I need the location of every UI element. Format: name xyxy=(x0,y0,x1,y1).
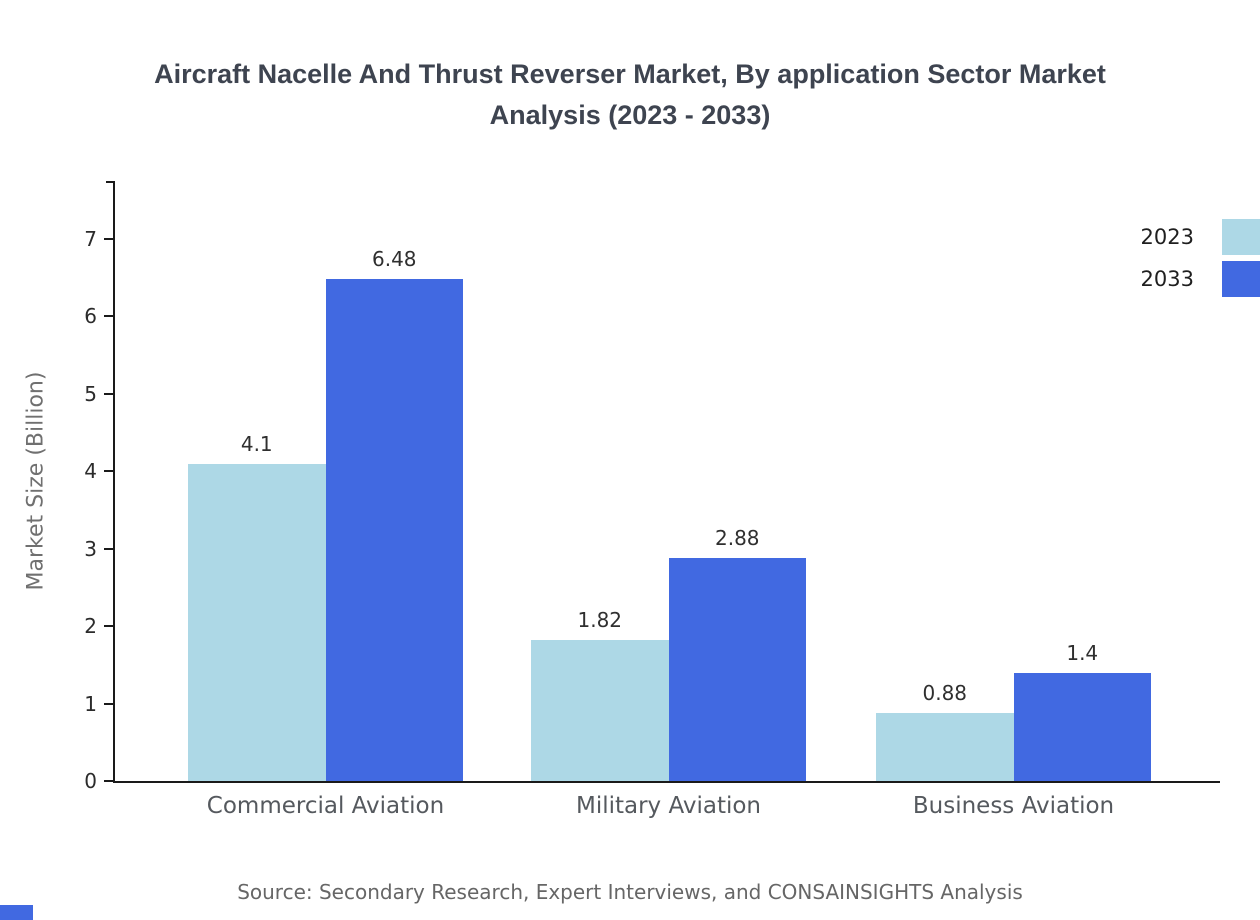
bar-2033 xyxy=(1013,673,1151,781)
source-note: Source: Secondary Research, Expert Inter… xyxy=(237,880,1023,904)
y-tick-label: 0 xyxy=(84,769,97,793)
y-tick-label: 4 xyxy=(84,459,97,484)
bar-value-label: 6.48 xyxy=(371,247,417,271)
bar-value-label: 1.4 xyxy=(1066,641,1099,665)
brand-mark xyxy=(0,905,33,920)
y-tick-mark xyxy=(104,315,113,318)
bar-value-label: 1.82 xyxy=(577,608,623,632)
y-tick-mark xyxy=(104,547,113,550)
bar-group: 0.88 1.4 Business Aviation xyxy=(876,181,1151,819)
legend-label: 2023 xyxy=(1140,225,1194,249)
y-tick-label: 2 xyxy=(84,614,97,639)
bar-2023 xyxy=(876,713,1014,781)
y-tick-mark xyxy=(104,780,113,782)
y-tick-label: 6 xyxy=(84,304,97,329)
legend-label: 2033 xyxy=(1140,267,1194,291)
bar-slot: 4.1 xyxy=(188,181,326,781)
bar-group: 4.1 6.48 Commercial Aviation xyxy=(188,181,463,819)
legend-item: 2033 xyxy=(1141,260,1260,298)
x-axis-line xyxy=(113,781,1220,783)
legend-swatch xyxy=(1222,219,1260,255)
bar-slot: 0.88 xyxy=(876,181,1014,781)
y-axis-label: Market Size (Billion) xyxy=(23,371,49,591)
legend: 2023 2033 xyxy=(1141,218,1260,298)
y-axis-top-cap xyxy=(106,181,115,183)
bar-2033 xyxy=(668,558,806,781)
bar-slot: 1.4 xyxy=(1013,181,1151,781)
category-label: Commercial Aviation xyxy=(206,793,445,819)
legend-item: 2023 xyxy=(1141,218,1260,256)
y-tick-label: 5 xyxy=(84,381,97,406)
y-tick-label: 7 xyxy=(84,227,97,252)
y-tick-label: 1 xyxy=(84,691,97,716)
y-tick-mark xyxy=(104,238,113,241)
y-tick-label: 3 xyxy=(84,536,97,561)
bar-2023 xyxy=(188,464,326,781)
bar-group: 1.82 2.88 Military Aviation xyxy=(531,181,806,819)
bar-2033 xyxy=(325,279,463,781)
bar-value-label: 4.1 xyxy=(240,432,273,456)
y-axis-line xyxy=(113,181,115,783)
legend-swatch xyxy=(1222,261,1260,297)
plot-area: 0 1 2 3 4 5 6 7 4.1 6.48 Commercial Aviation 1.82 2.… xyxy=(84,181,1220,819)
category-label: Business Aviation xyxy=(912,793,1115,819)
bar-2023 xyxy=(531,640,669,781)
bar-slot: 6.48 xyxy=(325,181,463,781)
y-tick-mark xyxy=(104,625,113,628)
y-tick-mark xyxy=(104,470,113,473)
chart-title: Aircraft Nacelle And Thrust Reverser Mar… xyxy=(154,59,1106,131)
bar-value-label: 2.88 xyxy=(714,526,760,550)
bar-slot: 2.88 xyxy=(668,181,806,781)
bar-slot: 1.82 xyxy=(531,181,669,781)
y-tick-mark xyxy=(104,392,113,395)
y-tick-mark xyxy=(104,702,113,705)
bar-value-label: 0.88 xyxy=(922,681,968,705)
category-label: Military Aviation xyxy=(575,793,762,819)
